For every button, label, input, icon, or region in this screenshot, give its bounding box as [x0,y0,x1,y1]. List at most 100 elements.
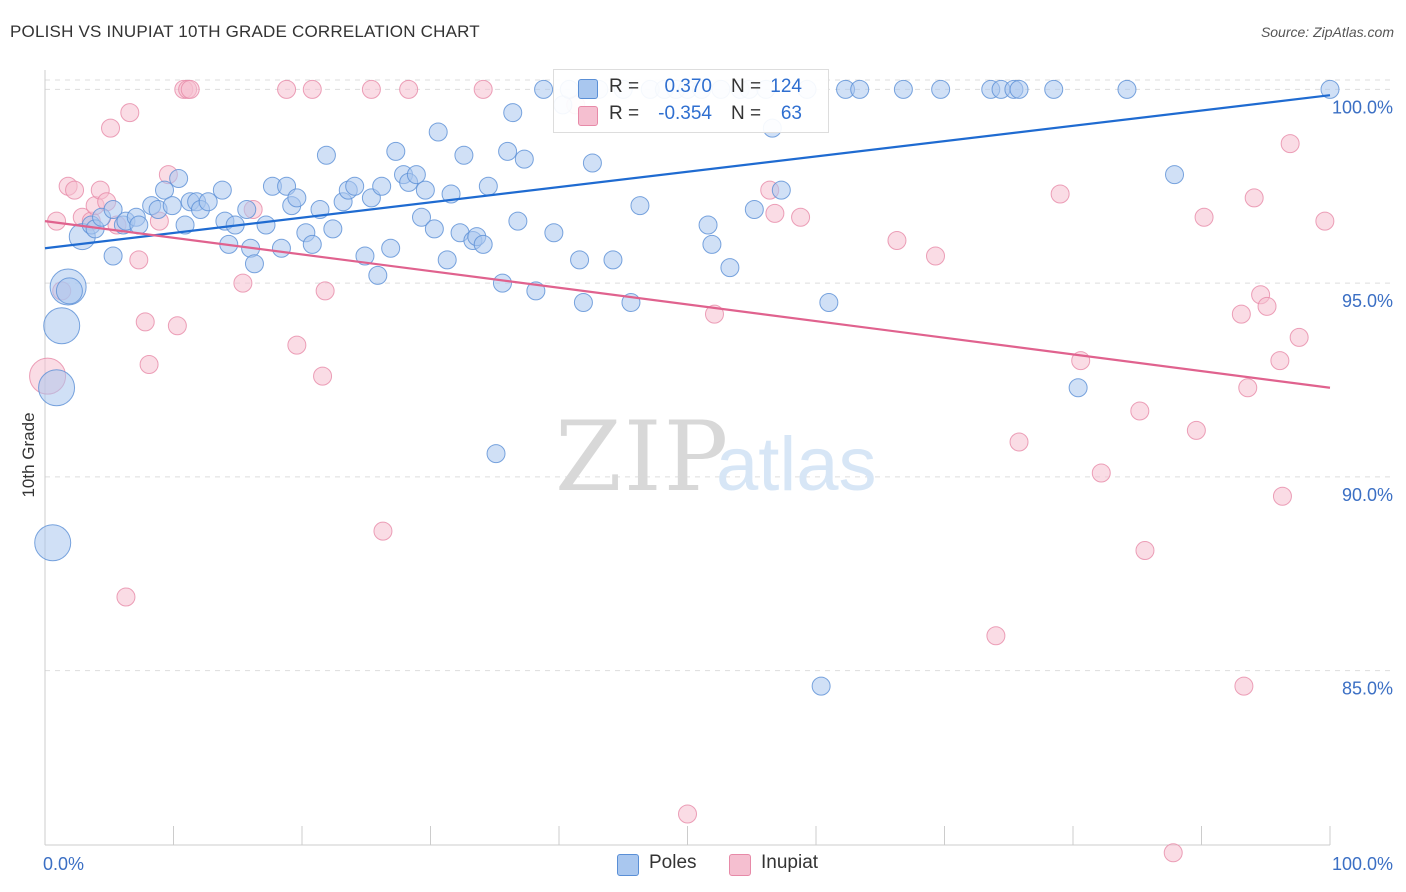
poles-point [534,79,554,99]
inupiat-point [1231,304,1251,324]
inupiat-point [233,273,253,293]
inupiat-point [373,521,393,541]
poles-n-value: 124 [770,76,802,97]
poles-point [256,215,276,235]
poles-point [244,254,264,274]
poles-point [412,207,432,227]
watermark: ZIP atlas [555,401,877,513]
inupiat-point [139,355,159,374]
poles-point [702,234,722,254]
bottom-inupiat-swatch [729,854,751,876]
inupiat-point [1272,486,1292,506]
inupiat-point [791,207,811,227]
inupiat-point [361,79,381,99]
poles-point [573,293,593,312]
inupiat-point [302,79,322,99]
poles-point [931,79,951,99]
inupiat-point [765,203,785,223]
inupiat-point [1244,188,1264,208]
poles-point [129,215,149,235]
poles-points [34,79,1340,696]
poles-point [103,246,123,266]
inupiat-point [129,250,149,270]
poles-point [893,79,913,99]
poles-point [603,250,623,270]
poles-point [582,153,602,173]
poles-point [381,238,401,258]
poles-point [386,141,406,161]
poles-r-value: 0.370 [664,76,712,97]
inupiat-point [1234,676,1254,696]
poles-point [850,79,870,99]
inupiat-point [1270,351,1290,371]
poles-point [514,149,534,169]
poles-r-label: R = [609,76,640,97]
inupiat-point [1257,296,1277,316]
bottom-poles-swatch [617,854,639,876]
poles-point [43,307,81,345]
y-axis-label: 10th Grade [19,412,38,497]
poles-point [492,273,512,293]
legend-row-poles: R = 0.370 N = 124 [554,74,828,102]
inupiat-point [399,79,419,99]
inupiat-point [1194,207,1214,227]
poles-point [155,180,175,200]
poles-point [486,444,506,464]
inupiat-point [1091,463,1111,483]
poles-point [34,524,72,562]
bottom-poles-label: Poles [649,852,697,873]
poles-point [424,219,444,239]
poles-point [819,293,839,312]
poles-point [503,103,523,123]
inupiat-point [1289,327,1309,347]
axes [44,70,1331,846]
poles-trend-line [44,94,1331,250]
poles-point [437,250,457,270]
tick-labels: 85.0% 90.0% 95.0% 100.0% 0.0% 100.0% [43,97,1393,874]
poles-point [287,188,307,208]
inupiat-point [135,312,155,332]
poles-point [323,219,343,239]
inupiat-r-label: R = [609,103,640,124]
y-tick-label: 95.0% [1342,291,1393,311]
poles-point [162,196,182,216]
y-tick-label: 85.0% [1342,679,1393,699]
inupiat-point [180,79,200,99]
inupiat-point [887,231,907,250]
poles-point [355,246,375,266]
poles-point [544,223,564,243]
inupiat-point [1050,184,1070,204]
poles-point [406,165,426,185]
inupiat-point [120,103,140,123]
watermark-zip: ZIP [555,401,730,513]
trend-lines [44,94,1331,389]
watermark-atlas: atlas [716,422,877,507]
poles-point [368,265,388,285]
x-tick-label: 0.0% [43,854,84,874]
poles-point [55,277,83,305]
inupiat-point [287,335,307,355]
poles-n-label: N = [731,76,762,97]
inupiat-point [678,804,697,824]
poles-point [570,250,590,270]
inupiat-point [1163,843,1183,863]
poles-point [630,196,650,216]
poles-point [1068,378,1088,398]
poles-point [1009,79,1029,99]
inupiat-point [1238,378,1258,398]
poles-point [271,238,291,258]
poles-point [316,145,336,165]
inupiat-point [1135,541,1155,560]
inupiat-point [926,246,946,266]
inupiat-swatch [578,106,598,126]
inupiat-point [1280,134,1300,154]
poles-point [237,200,257,219]
poles-point [198,192,218,212]
x-tick-label: 100.0% [1332,854,1393,874]
poles-point [38,369,76,407]
inupiat-point [1315,211,1335,231]
inupiat-r-value: -0.354 [658,103,712,124]
inupiat-point [315,281,335,301]
poles-point [454,145,474,165]
